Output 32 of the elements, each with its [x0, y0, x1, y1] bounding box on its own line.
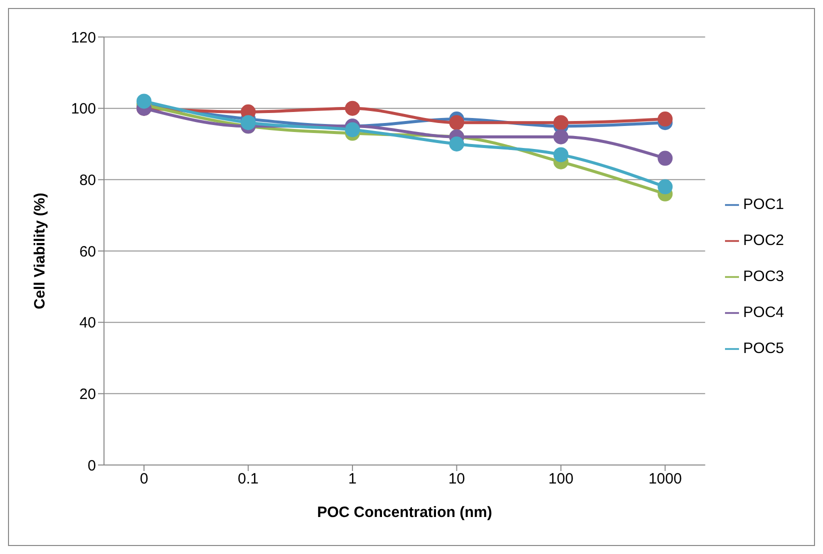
point	[344, 100, 360, 116]
x-tick-label: 0	[140, 470, 148, 488]
y-tick-label: 20	[79, 386, 96, 403]
y-tick-label: 0	[88, 457, 96, 474]
point	[344, 122, 360, 138]
legend-label: POC5	[743, 340, 784, 357]
point	[658, 179, 673, 194]
point	[240, 115, 256, 130]
y-tick-label: 80	[79, 172, 96, 189]
point	[553, 129, 568, 144]
legend-label: POC3	[743, 268, 784, 285]
x-tick-label: 100	[548, 470, 574, 488]
legend-label: POC2	[743, 232, 784, 249]
y-tick-label: 100	[70, 100, 96, 118]
y-tick-label: 40	[79, 314, 96, 332]
legend-label: POC1	[743, 196, 784, 213]
x-tick-label: 10	[448, 470, 466, 488]
point	[553, 115, 568, 130]
x-tick-label: 1	[348, 470, 357, 488]
x-tick-label: 0.1	[238, 470, 259, 488]
point	[136, 94, 152, 109]
y-axis-title: Cell Viability (%)	[31, 192, 48, 310]
x-tick-label: 1000	[648, 470, 682, 488]
point	[449, 136, 464, 152]
y-tick-label: 120	[70, 29, 96, 46]
x-axis-title: POC Concentration (nm)	[317, 504, 492, 521]
point	[658, 150, 673, 166]
legend-label: POC4	[743, 304, 784, 321]
point	[658, 112, 673, 127]
point	[553, 147, 568, 162]
point	[449, 115, 464, 130]
y-tick-label: 60	[79, 243, 96, 260]
